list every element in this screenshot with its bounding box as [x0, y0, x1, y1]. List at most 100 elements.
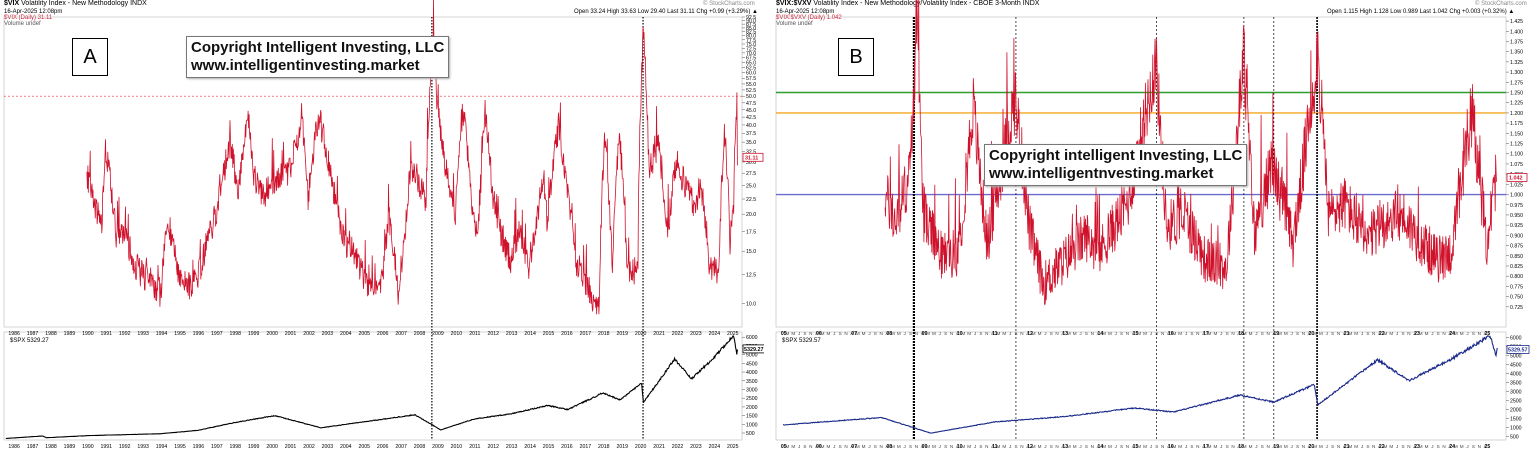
x-month-label: A	[921, 331, 925, 336]
x-month-label: S	[1296, 331, 1299, 336]
y-tick-label: 42.5	[746, 115, 756, 121]
x-tick-label-lower: 13	[1062, 444, 1068, 450]
x-month-label: A	[1026, 331, 1030, 336]
x-tick-label-lower: 1992	[119, 444, 131, 450]
panel-b-copyright-line2: www.intelligentnvesting.market	[989, 165, 1214, 182]
x-month-label-lower: J	[1290, 444, 1292, 449]
x-month-label-lower: M	[1389, 444, 1393, 449]
x-tick-label-lower: 2004	[340, 444, 352, 450]
x-month-label-lower: J	[1361, 444, 1363, 449]
x-month-label-lower: A	[1026, 444, 1030, 449]
x-month-label-lower: M	[791, 444, 795, 449]
x-month-label-lower: M	[1319, 444, 1323, 449]
x-month-label: J	[1079, 331, 1081, 336]
x-month-label-lower: M	[1213, 444, 1217, 449]
y-tick-label: 80.0	[746, 34, 756, 40]
x-month-label-lower: M	[1102, 444, 1106, 449]
x-tick-label: 21	[1344, 331, 1350, 337]
y-tick-label: 1.350	[1510, 50, 1523, 56]
x-month-label-lower: M	[1278, 444, 1282, 449]
x-month-label: A	[850, 331, 854, 336]
x-tick-label-lower: 12	[1027, 444, 1033, 450]
x-month-label-lower: N	[1337, 444, 1340, 449]
x-tick-label: 1994	[156, 331, 168, 337]
x-tick-label: 2008	[414, 331, 426, 337]
x-tick-label: 12	[1027, 331, 1033, 337]
x-month-label-lower: A	[1484, 444, 1488, 449]
x-month-label: S	[1472, 331, 1475, 336]
x-month-label: M	[1419, 331, 1423, 336]
x-tick-label-lower: 2019	[616, 444, 628, 450]
last-value-tag-lower	[742, 344, 764, 354]
x-month-label: J	[868, 331, 870, 336]
x-month-label-lower: N	[1126, 444, 1129, 449]
x-month-label-lower: J	[1255, 444, 1257, 449]
x-tick-label: 14	[1097, 331, 1103, 337]
x-month-label: J	[1326, 331, 1328, 336]
x-month-label-lower: N	[915, 444, 918, 449]
y-tick-label: 1.400	[1510, 29, 1523, 35]
y-tick-label: 82.5	[746, 30, 756, 36]
x-month-label: J	[1290, 331, 1292, 336]
x-tick-label: 17	[1203, 331, 1209, 337]
x-month-label-lower: A	[1237, 444, 1241, 449]
x-tick-label-lower: 18	[1238, 444, 1244, 450]
x-tick-label: 2003	[322, 331, 334, 337]
y-tick-label: 20.0	[746, 212, 756, 218]
y-tick-label: 0.975	[1510, 203, 1523, 209]
x-month-label-lower: N	[1267, 444, 1270, 449]
y-tick-label: 0.850	[1510, 254, 1523, 260]
x-tick-label-lower: 15	[1133, 444, 1139, 450]
panel-b-letter: B	[838, 38, 874, 76]
x-tick-label: 2001	[285, 331, 297, 337]
x-tick-label-lower: 23	[1414, 444, 1420, 450]
x-month-label-lower: J	[1220, 444, 1222, 449]
x-tick-label: 2009	[432, 331, 444, 337]
x-month-label-lower: M	[827, 444, 831, 449]
x-month-label-lower: M	[1460, 444, 1464, 449]
x-month-label-lower: A	[1378, 444, 1382, 449]
x-month-label: M	[1178, 331, 1182, 336]
x-tick-label-lower: 21	[1344, 444, 1350, 450]
x-month-label-lower: A	[1308, 444, 1312, 449]
y-tick-label: 52.5	[746, 88, 756, 94]
x-month-label-lower: J	[903, 444, 905, 449]
x-month-label: S	[1120, 331, 1123, 336]
lower-y-tick-label: 500	[746, 431, 755, 437]
x-tick-label-lower: 1987	[27, 444, 39, 450]
x-month-label-lower: S	[1155, 444, 1158, 449]
x-month-label: A	[1132, 331, 1136, 336]
x-month-label: S	[909, 331, 912, 336]
last-value-tag-upper	[1506, 173, 1528, 182]
chart-panel-a: $VIX Volatility Index - New Methodology …	[0, 0, 764, 451]
x-tick-label-lower: 2015	[543, 444, 555, 450]
x-month-label-lower: J	[1326, 444, 1328, 449]
x-month-label: N	[880, 331, 883, 336]
x-month-label: A	[1202, 331, 1206, 336]
y-tick-label: 1.075	[1510, 162, 1523, 168]
x-month-label: M	[1213, 331, 1217, 336]
x-month-label: M	[997, 331, 1001, 336]
x-month-label-lower: A	[956, 444, 960, 449]
lower-y-tick-label: 500	[1510, 434, 1519, 440]
x-month-label: M	[1284, 331, 1288, 336]
x-tick-label-lower: 2010	[451, 444, 463, 450]
x-month-label-lower: A	[815, 444, 819, 449]
x-tick-label: 25	[1484, 331, 1490, 337]
chart-panel-b: $VIX:$VXV Volatility Index - New Methodo…	[772, 0, 1536, 451]
x-month-label-lower: J	[868, 444, 870, 449]
x-month-label-lower: N	[950, 444, 953, 449]
x-tick-label: 2007	[395, 331, 407, 337]
x-tick-label-lower: 1999	[248, 444, 260, 450]
x-month-label-lower: M	[1032, 444, 1036, 449]
x-tick-label: 1997	[211, 331, 223, 337]
x-month-label: S	[1190, 331, 1193, 336]
x-month-label-lower: M	[1384, 444, 1388, 449]
y-tick-label: 85.0	[746, 26, 756, 32]
x-tick-label-lower: 2005	[358, 444, 370, 450]
lower-y-tick-label: 1000	[746, 422, 758, 428]
y-tick-label: 1.225	[1510, 101, 1523, 107]
x-tick-label: 2004	[340, 331, 352, 337]
y-tick-label: 55.0	[746, 82, 756, 88]
x-month-label-lower: S	[944, 444, 947, 449]
